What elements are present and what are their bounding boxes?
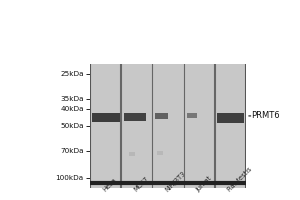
Bar (217, 113, 244, 123)
Bar (187, 113, 197, 118)
Bar (92, 113, 120, 122)
Text: MCF7: MCF7 (133, 176, 150, 193)
Text: Rat testis: Rat testis (226, 166, 253, 193)
Text: HeLa: HeLa (101, 177, 117, 193)
Bar (157, 151, 163, 155)
Bar (155, 113, 168, 119)
Text: NIH/3T3: NIH/3T3 (164, 170, 187, 193)
Text: PRMT6: PRMT6 (252, 111, 280, 120)
Text: Jurkat: Jurkat (195, 175, 213, 193)
Bar (129, 152, 135, 156)
Bar (124, 113, 146, 121)
